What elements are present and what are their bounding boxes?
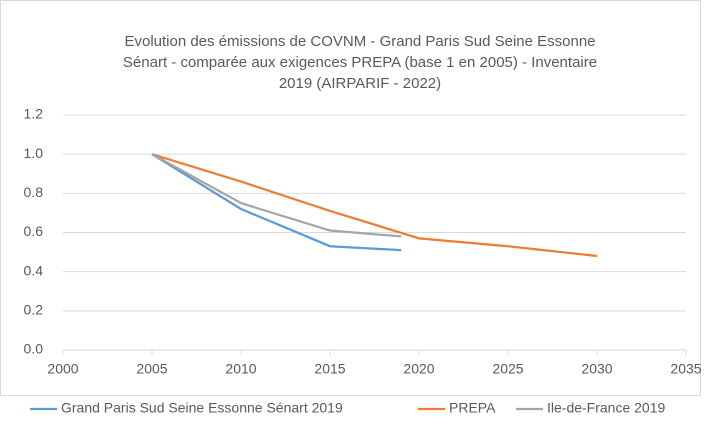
legend-label: PREPA xyxy=(449,400,496,416)
y-tick-label: 1.2 xyxy=(24,106,44,122)
x-tick-label: 2015 xyxy=(314,361,345,377)
x-tick-label: 2020 xyxy=(403,361,434,377)
x-tick-label: 2035 xyxy=(670,361,701,377)
x-tick-label: 2030 xyxy=(581,361,612,377)
series-line xyxy=(151,153,402,252)
x-tick-label: 2025 xyxy=(492,361,523,377)
chart-title: Evolution des émissions de COVNM - Grand… xyxy=(124,33,595,50)
x-tick-label: 2005 xyxy=(136,361,167,377)
legend-label: Grand Paris Sud Seine Essonne Sénart 201… xyxy=(61,400,343,416)
x-tick-label: 2000 xyxy=(47,361,78,377)
y-tick-label: 0.0 xyxy=(24,341,44,357)
y-tick-label: 0.6 xyxy=(24,223,44,239)
y-tick-label: 0.2 xyxy=(24,302,44,318)
legend-label: Ile-de-France 2019 xyxy=(547,400,666,416)
y-tick-label: 0.4 xyxy=(24,262,44,278)
chart-title: 2019 (AIRPARIF - 2022) xyxy=(279,75,441,92)
x-tick-label: 2010 xyxy=(225,361,256,377)
series-line xyxy=(151,153,402,238)
chart-border xyxy=(0,0,701,396)
y-tick-label: 0.8 xyxy=(24,184,44,200)
series-line xyxy=(151,153,598,258)
chart-title: Sénart - comparée aux exigences PREPA (b… xyxy=(123,54,597,71)
y-tick-label: 1.0 xyxy=(24,145,44,161)
